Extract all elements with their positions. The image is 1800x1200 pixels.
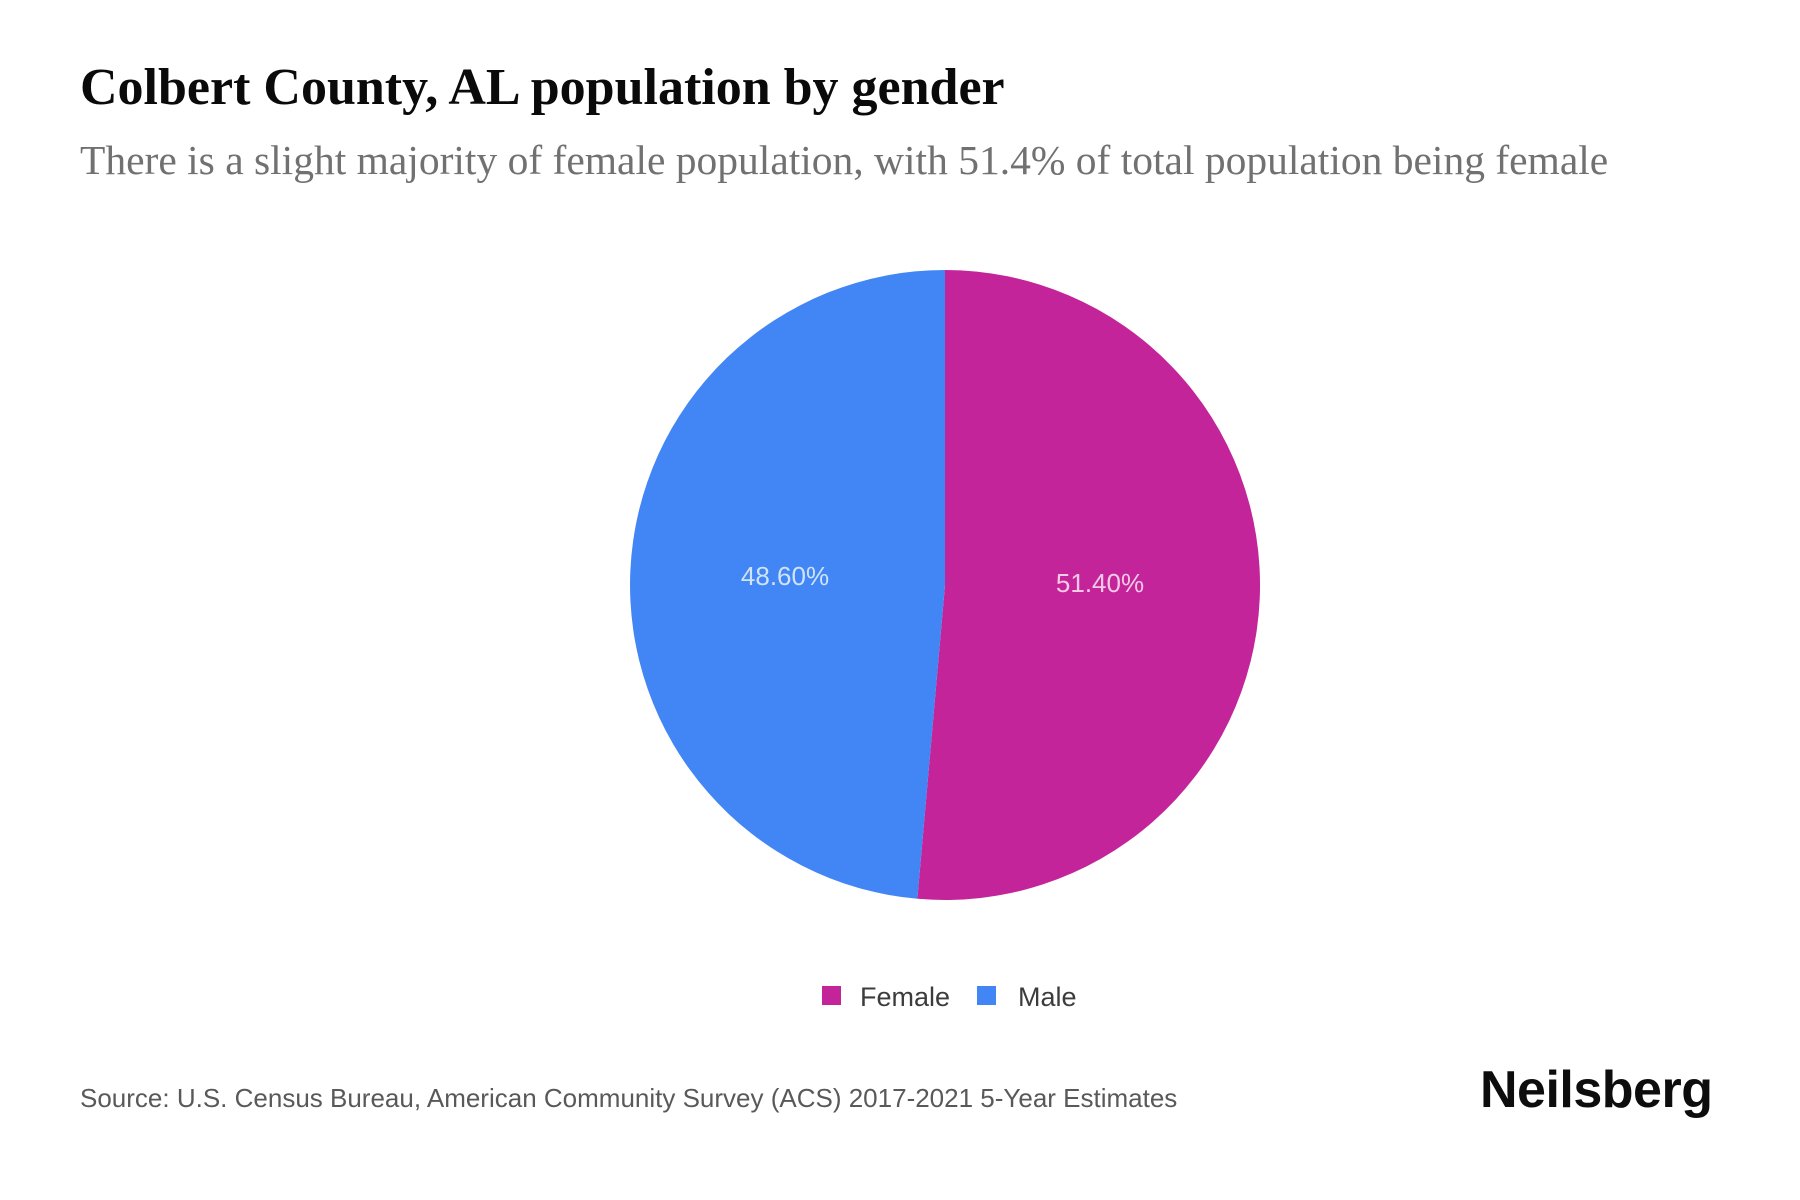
svg-text:48.60%: 48.60% (741, 561, 829, 591)
svg-text:51.40%: 51.40% (1056, 568, 1144, 598)
